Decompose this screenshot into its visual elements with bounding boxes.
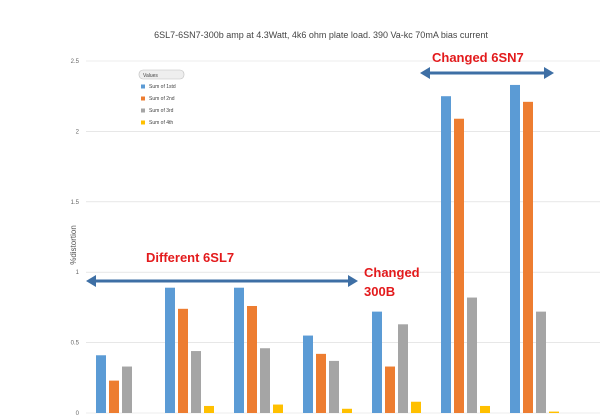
y-tick-label: 2.5 (71, 59, 80, 65)
arrow-head-left-icon (420, 67, 430, 79)
legend-box (138, 69, 185, 80)
legend-items: Sum of 1std Sum of 2nd Sum of 3rd Sum of 4t… (141, 84, 176, 126)
bar-sum-of-1std-4 (303, 335, 313, 413)
bar-sum-of-3rd-3 (260, 348, 270, 413)
annotation-changed-6sn7: Changed 6SN7 (432, 50, 524, 65)
legend-swatch (141, 108, 145, 113)
bar-sum-of-2nd-7 (523, 101, 533, 413)
legend-swatch (141, 84, 145, 89)
legend-label: Sum of 4th (149, 120, 173, 126)
y-axis-label: %distortion (69, 225, 78, 265)
arrow-head-left-icon (86, 275, 96, 287)
arrow-head-right-icon (544, 67, 554, 79)
bar-sum-of-2nd-6 (454, 118, 464, 413)
legend-label: Sum of 1std (149, 84, 176, 90)
bar-sum-of-1std-2 (165, 287, 175, 413)
bar-sum-of-2nd-3 (247, 305, 257, 413)
legend-label: Sum of 3rd (149, 108, 174, 114)
bar-sum-of-3rd-4 (329, 360, 339, 413)
bar-sum-of-2nd-2 (178, 308, 188, 413)
y-tick-label: 1.5 (71, 200, 80, 206)
bar-sum-of-1std-6 (441, 96, 451, 413)
bar-sum-of-3rd-2 (191, 351, 201, 413)
legend-label: Sum of 2nd (149, 96, 175, 102)
chart-title: 6SL7-6SN7-300b amp at 4.3Watt, 4k6 ohm p… (154, 30, 488, 40)
y-tick-label: 0.5 (71, 341, 80, 347)
bars (96, 84, 559, 413)
annotation-changed-300b-line2: 300B (364, 284, 395, 299)
bar-sum-of-2nd-4 (316, 353, 326, 413)
bar-sum-of-4th-5 (411, 401, 421, 413)
arrow-head-right-icon (348, 275, 358, 287)
bar-sum-of-1std-5 (372, 311, 382, 413)
bar-sum-of-4th-2 (204, 405, 214, 413)
bar-sum-of-3rd-5 (398, 324, 408, 413)
bar-sum-of-2nd-5 (385, 366, 395, 413)
bar-sum-of-3rd-6 (467, 297, 477, 413)
legend-title: Values (143, 73, 158, 79)
bar-sum-of-2nd-1 (109, 380, 119, 413)
bar-sum-of-3rd-7 (536, 311, 546, 413)
bar-sum-of-3rd-1 (122, 366, 132, 413)
bar-sum-of-1std-3 (234, 287, 244, 413)
annotation-different-6sl7: Different 6SL7 (146, 250, 234, 265)
legend-swatch (141, 96, 145, 101)
y-tick-label: 1 (76, 270, 80, 276)
bar-sum-of-4th-4 (342, 408, 352, 413)
y-tick-label: 2 (76, 129, 80, 135)
bar-sum-of-1std-7 (510, 84, 520, 413)
annotations: Different 6SL7 Changed 300B Changed 6SN7 (86, 50, 554, 299)
y-tick-label: 0 (76, 411, 80, 417)
bar-sum-of-4th-7 (549, 411, 559, 413)
legend-swatch (141, 120, 145, 125)
bar-sum-of-4th-6 (480, 405, 490, 413)
bar-sum-of-4th-3 (273, 404, 283, 413)
annotation-changed-300b-line1: Changed (364, 265, 420, 280)
bar-sum-of-1std-1 (96, 355, 106, 413)
y-axis-ticks: 0 0.5 1 1.5 2 2.5 (71, 59, 80, 417)
